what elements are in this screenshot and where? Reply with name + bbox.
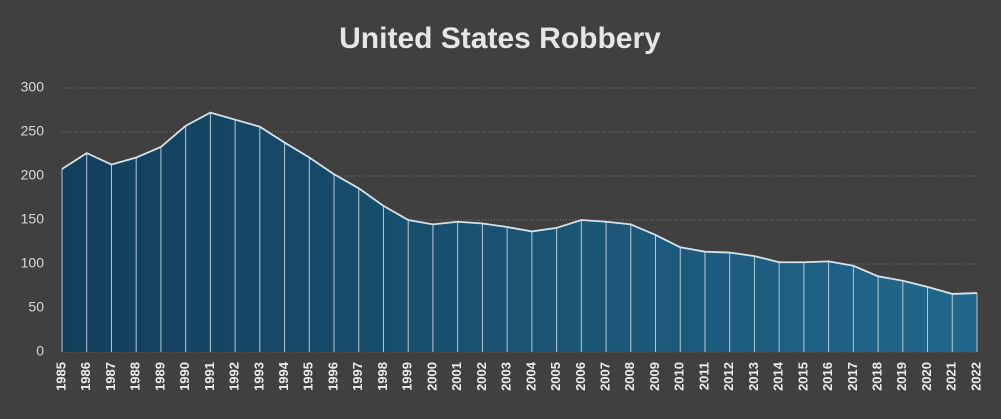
x-tick-label: 1986 [78,362,93,391]
x-tick-label: 1987 [103,362,118,391]
x-tick-label: 2015 [795,362,810,391]
x-tick-label: 2007 [597,362,612,391]
x-tick-label: 1992 [227,362,242,391]
y-tick-label: 150 [21,211,45,227]
x-tick-label: 2016 [820,362,835,391]
x-tick-label: 1988 [128,362,143,391]
x-tick-label: 1993 [251,362,266,391]
x-tick-label: 2022 [968,362,983,391]
x-tick-label: 1985 [53,362,68,391]
y-tick-label: 50 [28,299,44,315]
x-tick-label: 2010 [672,362,687,391]
y-tick-label: 200 [21,167,45,183]
y-tick-label: 100 [21,255,45,271]
x-tick-label: 2020 [919,362,934,391]
x-tick-label: 2012 [721,362,736,391]
x-tick-label: 2009 [647,362,662,391]
x-tick-label: 2018 [870,362,885,391]
x-tick-label: 2013 [746,362,761,391]
x-tick-label: 2014 [771,361,786,391]
x-tick-label: 1998 [375,362,390,391]
x-tick-label: 2000 [424,362,439,391]
x-tick-label: 1989 [152,362,167,391]
x-tick-label: 2005 [548,362,563,391]
x-tick-label: 1991 [202,362,217,391]
y-tick-label: 250 [21,123,45,139]
chart-title: United States Robbery [339,22,661,55]
x-tick-label: 1990 [177,362,192,391]
x-tick-label: 1999 [400,362,415,391]
x-tick-label: 2006 [573,362,588,391]
x-tick-label: 1995 [301,362,316,391]
area-line [61,111,978,295]
x-tick-label: 2021 [944,362,959,391]
y-tick-label: 0 [36,343,44,359]
y-tick-label: 300 [21,79,45,95]
area [62,112,977,352]
x-tick-label: 2011 [696,362,711,390]
x-tick-label: 1996 [325,362,340,391]
x-tick-label: 2004 [523,361,538,391]
x-tick-label: 2003 [499,362,514,391]
x-tick-label: 2008 [622,362,637,391]
x-tick-label: 2019 [894,362,909,391]
x-tick-label: 1997 [350,362,365,391]
x-tick-label: 1994 [276,361,291,391]
x-tick-label: 2002 [474,362,489,391]
x-tick-label: 2001 [449,362,464,391]
x-tick-label: 2017 [845,362,860,391]
